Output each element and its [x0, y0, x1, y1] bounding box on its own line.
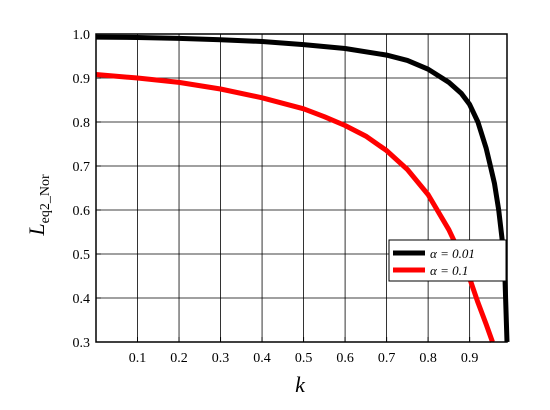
tick-layer: 0.1 0.2 0.3 0.4 0.5 0.6 0.7 0.8 0.9 0.3 0.4 0.5 0.6 0… [73, 28, 479, 366]
svg-text:Leq2_Nor: Leq2_Nor [24, 174, 53, 237]
x-tick-label: 0.6 [336, 351, 354, 366]
y-tick-label: 0.3 [73, 336, 91, 351]
legend-label-alpha-0-01: α = 0.01 [430, 246, 475, 261]
x-tick-label: 0.3 [212, 351, 230, 366]
y-axis-label-subscript: eq2_Nor [38, 174, 53, 223]
legend-box [388, 239, 507, 282]
y-axis-label: Leq2_Nor [24, 174, 53, 237]
y-tick-label: 1.0 [73, 28, 91, 43]
series-layer [95, 34, 510, 343]
y-tick-label: 0.9 [73, 72, 91, 87]
legend-label-alpha-0-1: α = 0.1 [430, 263, 468, 278]
x-tick-label: 0.8 [419, 351, 437, 366]
plot-area-frame [95, 33, 508, 343]
x-tick-label: 0.7 [378, 351, 396, 366]
y-tick-label: 0.4 [73, 292, 91, 307]
y-tick-label: 0.8 [73, 116, 91, 131]
series-line-1 [95, 72, 495, 343]
x-axis-label: k [295, 372, 306, 397]
series-line-0 [95, 34, 510, 343]
x-tick-label: 0.2 [170, 351, 188, 366]
x-tick-label: 0.4 [253, 351, 271, 366]
legend: α = 0.01 α = 0.1 [388, 239, 507, 282]
x-tick-label: 0.5 [295, 351, 313, 366]
x-tick-label: 0.9 [461, 351, 479, 366]
y-axis-label-main: L [24, 223, 49, 236]
x-tick-label: 0.1 [129, 351, 147, 366]
y-tick-label: 0.5 [73, 248, 91, 263]
y-tick-label: 0.7 [73, 160, 91, 175]
y-tick-label: 0.6 [73, 204, 91, 219]
